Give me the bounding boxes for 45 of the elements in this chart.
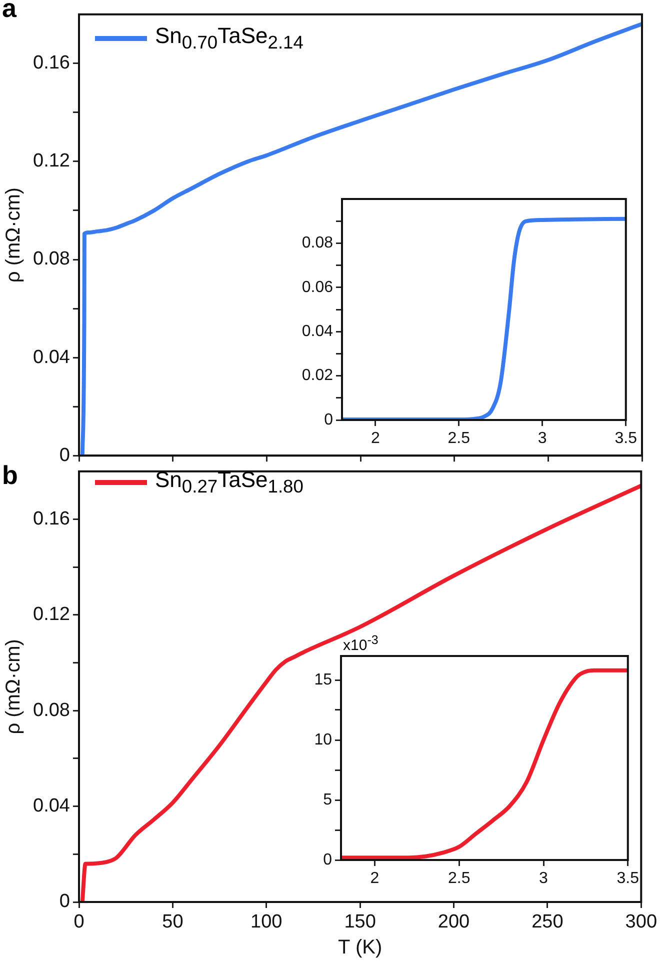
x-tick-label: 3: [539, 870, 548, 888]
legend-label: Sn$_{0.70}$TaSe$_{2.14}$: [155, 23, 304, 54]
y-tick-label: 0.12: [33, 150, 70, 172]
y-tick-label: 0.02: [302, 367, 334, 384]
text: b: [2, 460, 18, 490]
y-tick-label: 0.04: [33, 796, 70, 817]
y-tick-label: 0.08: [33, 248, 70, 270]
y-tick-label: 0.04: [302, 323, 334, 340]
y-tick-label: 0.08: [302, 234, 334, 252]
x-tick-label: 200: [438, 912, 470, 933]
x-tick-label: 150: [344, 912, 376, 933]
line-series: [80, 22, 642, 456]
x-tick-label: 2.5: [448, 430, 470, 448]
y-tick-label: 0.06: [302, 278, 334, 296]
x-tick-label: 2: [370, 430, 380, 448]
x-tick-label: 100: [250, 912, 282, 933]
x-tick-label: 300: [625, 912, 657, 933]
x-tick-label: 3.5: [616, 870, 640, 888]
x-tick-label: 2.5: [448, 870, 470, 888]
x-axis-title: T (K): [338, 936, 382, 959]
text: a: [2, 0, 16, 23]
y-tick-label: 0.12: [33, 604, 70, 626]
x-tick-label: 250: [532, 912, 564, 933]
y-tick-label: 15: [314, 671, 332, 688]
y-tick-label: 0.16: [33, 508, 70, 530]
y-tick-label: 10: [314, 731, 332, 748]
x-tick-label: 50: [162, 912, 184, 933]
x-tick-label: 0: [74, 912, 84, 933]
y-tick-label: 0.08: [33, 700, 70, 721]
x-tick-label: 3: [538, 430, 547, 448]
y-tick-label: 0.16: [33, 52, 70, 74]
y-tick-label: 5: [323, 791, 332, 808]
x-tick-label: 2: [370, 870, 380, 888]
line-series: [342, 216, 626, 420]
y-tick-label: 0.04: [33, 346, 70, 368]
y-tick-label: 0: [324, 411, 334, 428]
y-tick-label: 0: [59, 891, 70, 912]
y-tick-label: 0: [323, 851, 332, 868]
legend-label: Sn$_{0.27}$TaSe$_{1.80}$: [155, 467, 304, 498]
y-tick-label: 0: [59, 444, 70, 466]
y-axis-title: ρ (mΩ·cm): [2, 187, 25, 283]
annotation: x10$^{-3}$: [343, 633, 378, 654]
line-series: [341, 668, 628, 860]
y-axis-title: ρ (mΩ·cm): [2, 639, 25, 734]
x-tick-label: 3.5: [614, 430, 638, 448]
